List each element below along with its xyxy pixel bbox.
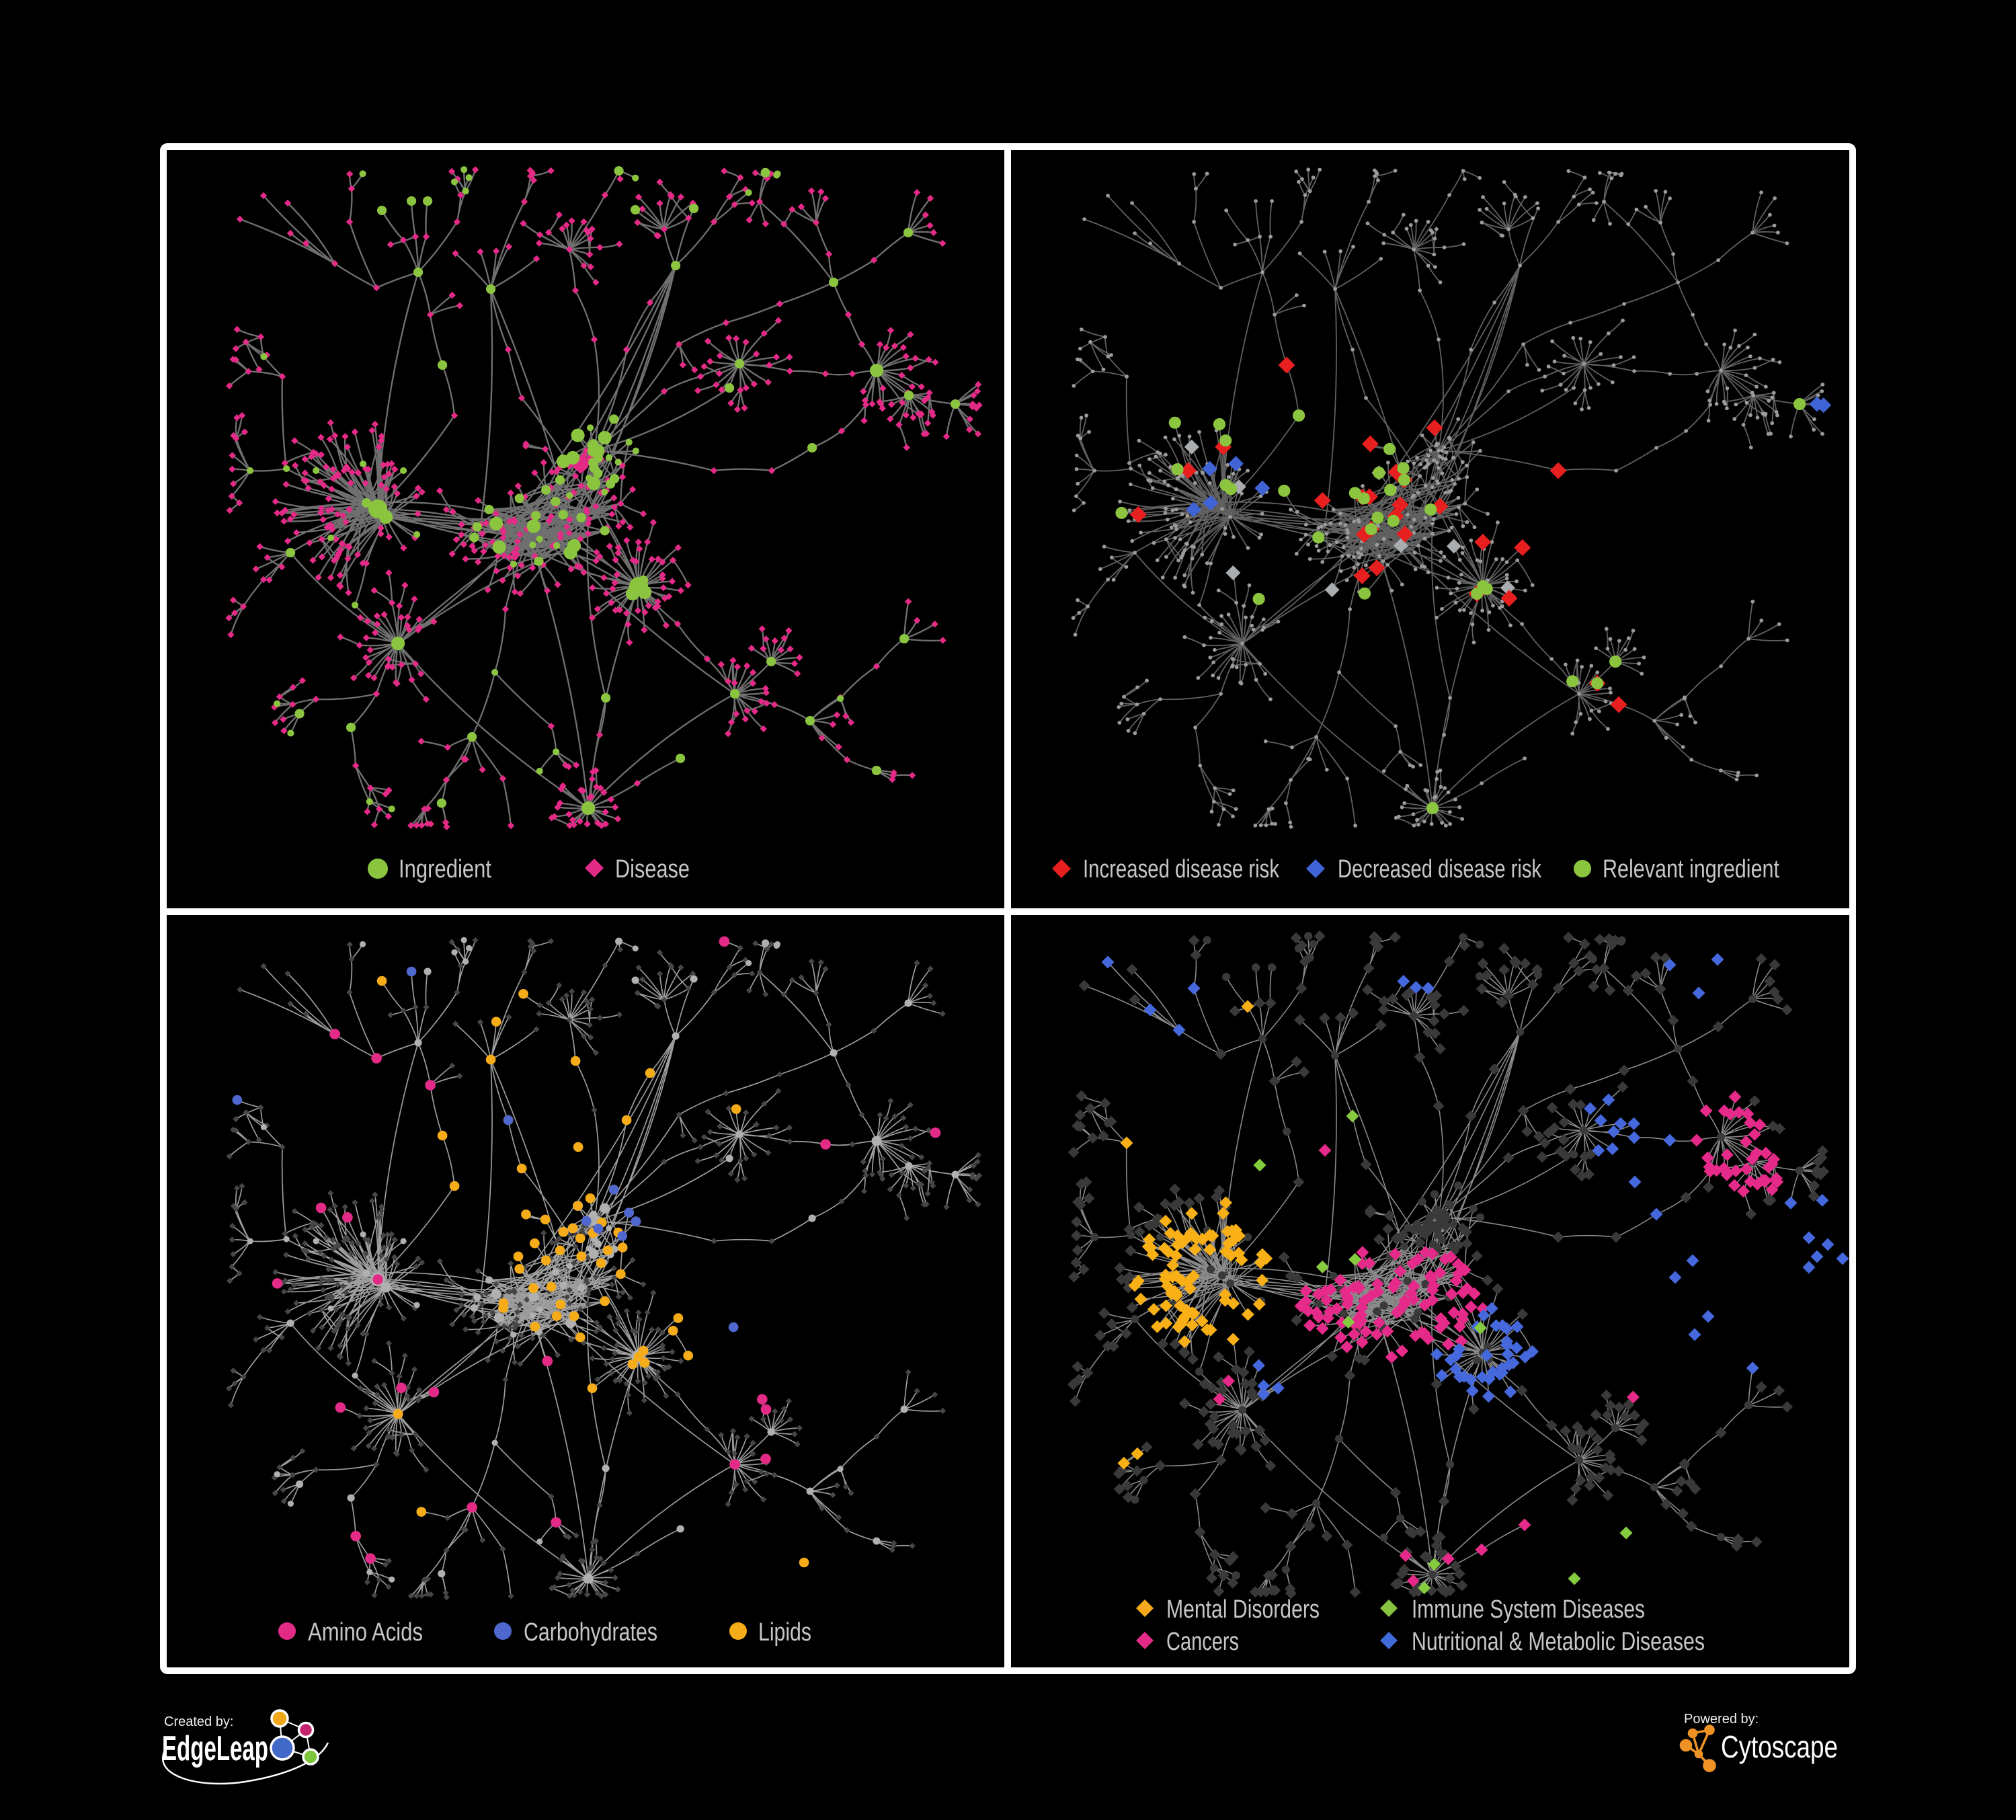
svg-text:Nutritional & Metabolic Diseas: Nutritional & Metabolic Diseases	[1412, 1628, 1705, 1656]
svg-text:Decreased disease risk: Decreased disease risk	[1338, 855, 1542, 883]
svg-text:Created by:: Created by:	[164, 1714, 233, 1729]
svg-text:Powered by:: Powered by:	[1684, 1712, 1759, 1727]
svg-text:Mental Disorders: Mental Disorders	[1166, 1595, 1320, 1624]
svg-text:Increased disease risk: Increased disease risk	[1083, 855, 1280, 883]
svg-text:EdgeLeap: EdgeLeap	[162, 1729, 268, 1768]
svg-text:Disease: Disease	[615, 855, 690, 883]
svg-text:Carbohydrates: Carbohydrates	[524, 1618, 657, 1647]
svg-text:Amino Acids: Amino Acids	[308, 1618, 423, 1647]
svg-text:Cancers: Cancers	[1166, 1628, 1239, 1656]
svg-text:Relevant ingredient: Relevant ingredient	[1603, 855, 1779, 883]
svg-text:Cytoscape: Cytoscape	[1721, 1729, 1838, 1764]
svg-text:Immune System Diseases: Immune System Diseases	[1412, 1595, 1645, 1624]
svg-text:Ingredient: Ingredient	[399, 855, 491, 883]
svg-text:Lipids: Lipids	[758, 1618, 811, 1647]
